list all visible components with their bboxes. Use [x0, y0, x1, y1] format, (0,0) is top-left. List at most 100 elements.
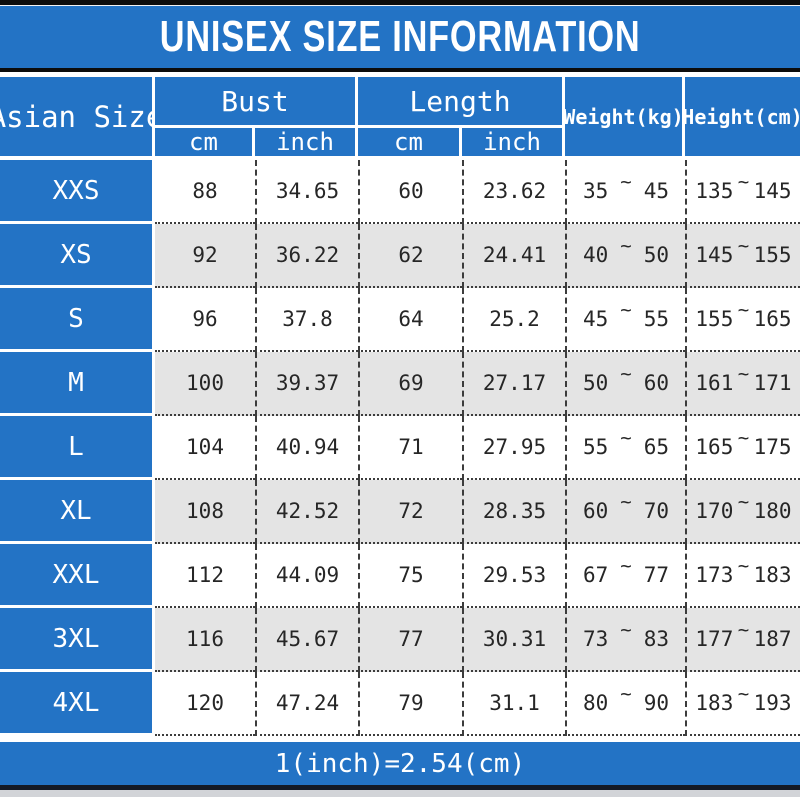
tilde-separator: ~ — [620, 619, 632, 641]
height-range-min: 135 — [695, 179, 734, 203]
bust-cm-cell: 96 — [155, 288, 255, 352]
size-cell: XXS — [0, 160, 155, 224]
length-cm-cell: 71 — [358, 416, 462, 480]
length-inch-cell: 31.1 — [462, 672, 565, 736]
spacer — [0, 72, 800, 77]
top-border-bar — [0, 0, 800, 6]
bust-cm-cell: 116 — [155, 608, 255, 672]
bust-cm-cell: 120 — [155, 672, 255, 736]
column-group-length: Length — [358, 77, 562, 125]
weight-range: 50 ~60 — [565, 352, 685, 416]
weight-range: 40 ~50 — [565, 224, 685, 288]
weight-range-max: 55 — [643, 307, 669, 331]
size-cell: XS — [0, 224, 155, 288]
table-row: 3XL 116 45.67 77 30.31 73 ~83 177 ~187 — [0, 608, 800, 672]
bust-cm-cell: 108 — [155, 480, 255, 544]
height-range: 161 ~171 — [685, 352, 800, 416]
height-range-max: 155 — [753, 243, 792, 267]
tilde-separator: ~ — [737, 619, 750, 641]
length-inch-cell: 28.35 — [462, 480, 565, 544]
height-range-max: 165 — [753, 307, 792, 331]
height-range-max: 193 — [753, 691, 792, 715]
tilde-separator: ~ — [620, 299, 632, 321]
column-header-height: Height(cm) — [682, 77, 800, 156]
weight-range: 67 ~77 — [565, 544, 685, 608]
table-row: S 96 37.8 64 25.2 45 ~55 155 ~165 — [0, 288, 800, 352]
tilde-separator: ~ — [737, 491, 750, 513]
length-cm-cell: 60 — [358, 160, 462, 224]
weight-range-min: 40 — [582, 243, 609, 267]
height-range-min: 173 — [695, 563, 734, 587]
size-table-body: XXS 88 34.65 60 23.62 35 ~45 135 ~145 XS 92 36.22 62… — [0, 160, 800, 736]
size-cell: 3XL — [0, 608, 155, 672]
weight-range-max: 45 — [643, 179, 669, 203]
size-cell: XL — [0, 480, 155, 544]
weight-range-min: 45 — [582, 307, 609, 331]
weight-range-max: 60 — [643, 371, 669, 395]
bust-inch-cell: 42.52 — [255, 480, 358, 544]
tilde-separator: ~ — [737, 683, 750, 705]
height-range-min: 145 — [695, 243, 734, 267]
length-cm-cell: 64 — [358, 288, 462, 352]
size-cell: M — [0, 352, 155, 416]
tilde-separator: ~ — [620, 427, 632, 449]
weight-range: 80 ~90 — [565, 672, 685, 736]
weight-range-min: 60 — [582, 499, 609, 523]
height-range: 173 ~183 — [685, 544, 800, 608]
bust-cm-cell: 88 — [155, 160, 255, 224]
subheader-length-inch: inch — [462, 128, 562, 156]
tilde-separator: ~ — [737, 235, 750, 257]
footer-banner: 1(inch)=2.54(cm) — [0, 742, 800, 790]
subheader-length-cm: cm — [358, 128, 459, 156]
weight-range-max: 50 — [643, 243, 669, 267]
tilde-separator: ~ — [620, 491, 632, 513]
length-cm-cell: 69 — [358, 352, 462, 416]
length-inch-cell: 27.17 — [462, 352, 565, 416]
page-title: UNISEX SIZE INFORMATION — [159, 12, 641, 61]
weight-range-min: 50 — [582, 371, 609, 395]
bust-inch-cell: 34.65 — [255, 160, 358, 224]
table-header: Asian Size Bust Length Weight(kg) Height… — [0, 77, 800, 156]
bottom-border-bar — [0, 790, 800, 797]
table-row: XS 92 36.22 62 24.41 40 ~50 145 ~155 — [0, 224, 800, 288]
height-range: 183 ~193 — [685, 672, 800, 736]
height-range-min: 155 — [695, 307, 734, 331]
height-range-max: 175 — [753, 435, 792, 459]
height-range: 170 ~180 — [685, 480, 800, 544]
height-range-min: 183 — [695, 691, 734, 715]
size-cell: 4XL — [0, 672, 155, 736]
tilde-separator: ~ — [620, 171, 632, 193]
weight-range-min: 73 — [582, 627, 609, 651]
tilde-separator: ~ — [737, 363, 750, 385]
height-range-min: 170 — [695, 499, 734, 523]
table-row: XL 108 42.52 72 28.35 60 ~70 170 ~180 — [0, 480, 800, 544]
height-range-max: 145 — [753, 179, 792, 203]
weight-range: 60 ~70 — [565, 480, 685, 544]
tilde-separator: ~ — [620, 363, 632, 385]
column-group-bust: Bust — [155, 77, 355, 125]
weight-range-min: 67 — [582, 563, 609, 587]
bust-cm-cell: 112 — [155, 544, 255, 608]
column-header-weight: Weight(kg) — [563, 77, 684, 156]
height-range: 177 ~187 — [685, 608, 800, 672]
weight-range-max: 83 — [643, 627, 669, 651]
bust-inch-cell: 45.67 — [255, 608, 358, 672]
length-inch-cell: 24.41 — [462, 224, 565, 288]
bust-cm-cell: 104 — [155, 416, 255, 480]
weight-range-max: 65 — [643, 435, 669, 459]
size-cell: S — [0, 288, 155, 352]
length-cm-cell: 72 — [358, 480, 462, 544]
conversion-note: 1(inch)=2.54(cm) — [274, 748, 526, 779]
tilde-separator: ~ — [737, 171, 750, 193]
weight-range-min: 35 — [582, 179, 609, 203]
bust-inch-cell: 39.37 — [255, 352, 358, 416]
height-range-min: 165 — [695, 435, 734, 459]
length-inch-cell: 25.2 — [462, 288, 565, 352]
subheader-bust-cm: cm — [155, 128, 252, 156]
bust-cm-cell: 100 — [155, 352, 255, 416]
height-range-max: 171 — [753, 371, 792, 395]
length-inch-cell: 27.95 — [462, 416, 565, 480]
subheader-bust-inch: inch — [255, 128, 355, 156]
tilde-separator: ~ — [737, 427, 750, 449]
weight-range: 35 ~45 — [565, 160, 685, 224]
